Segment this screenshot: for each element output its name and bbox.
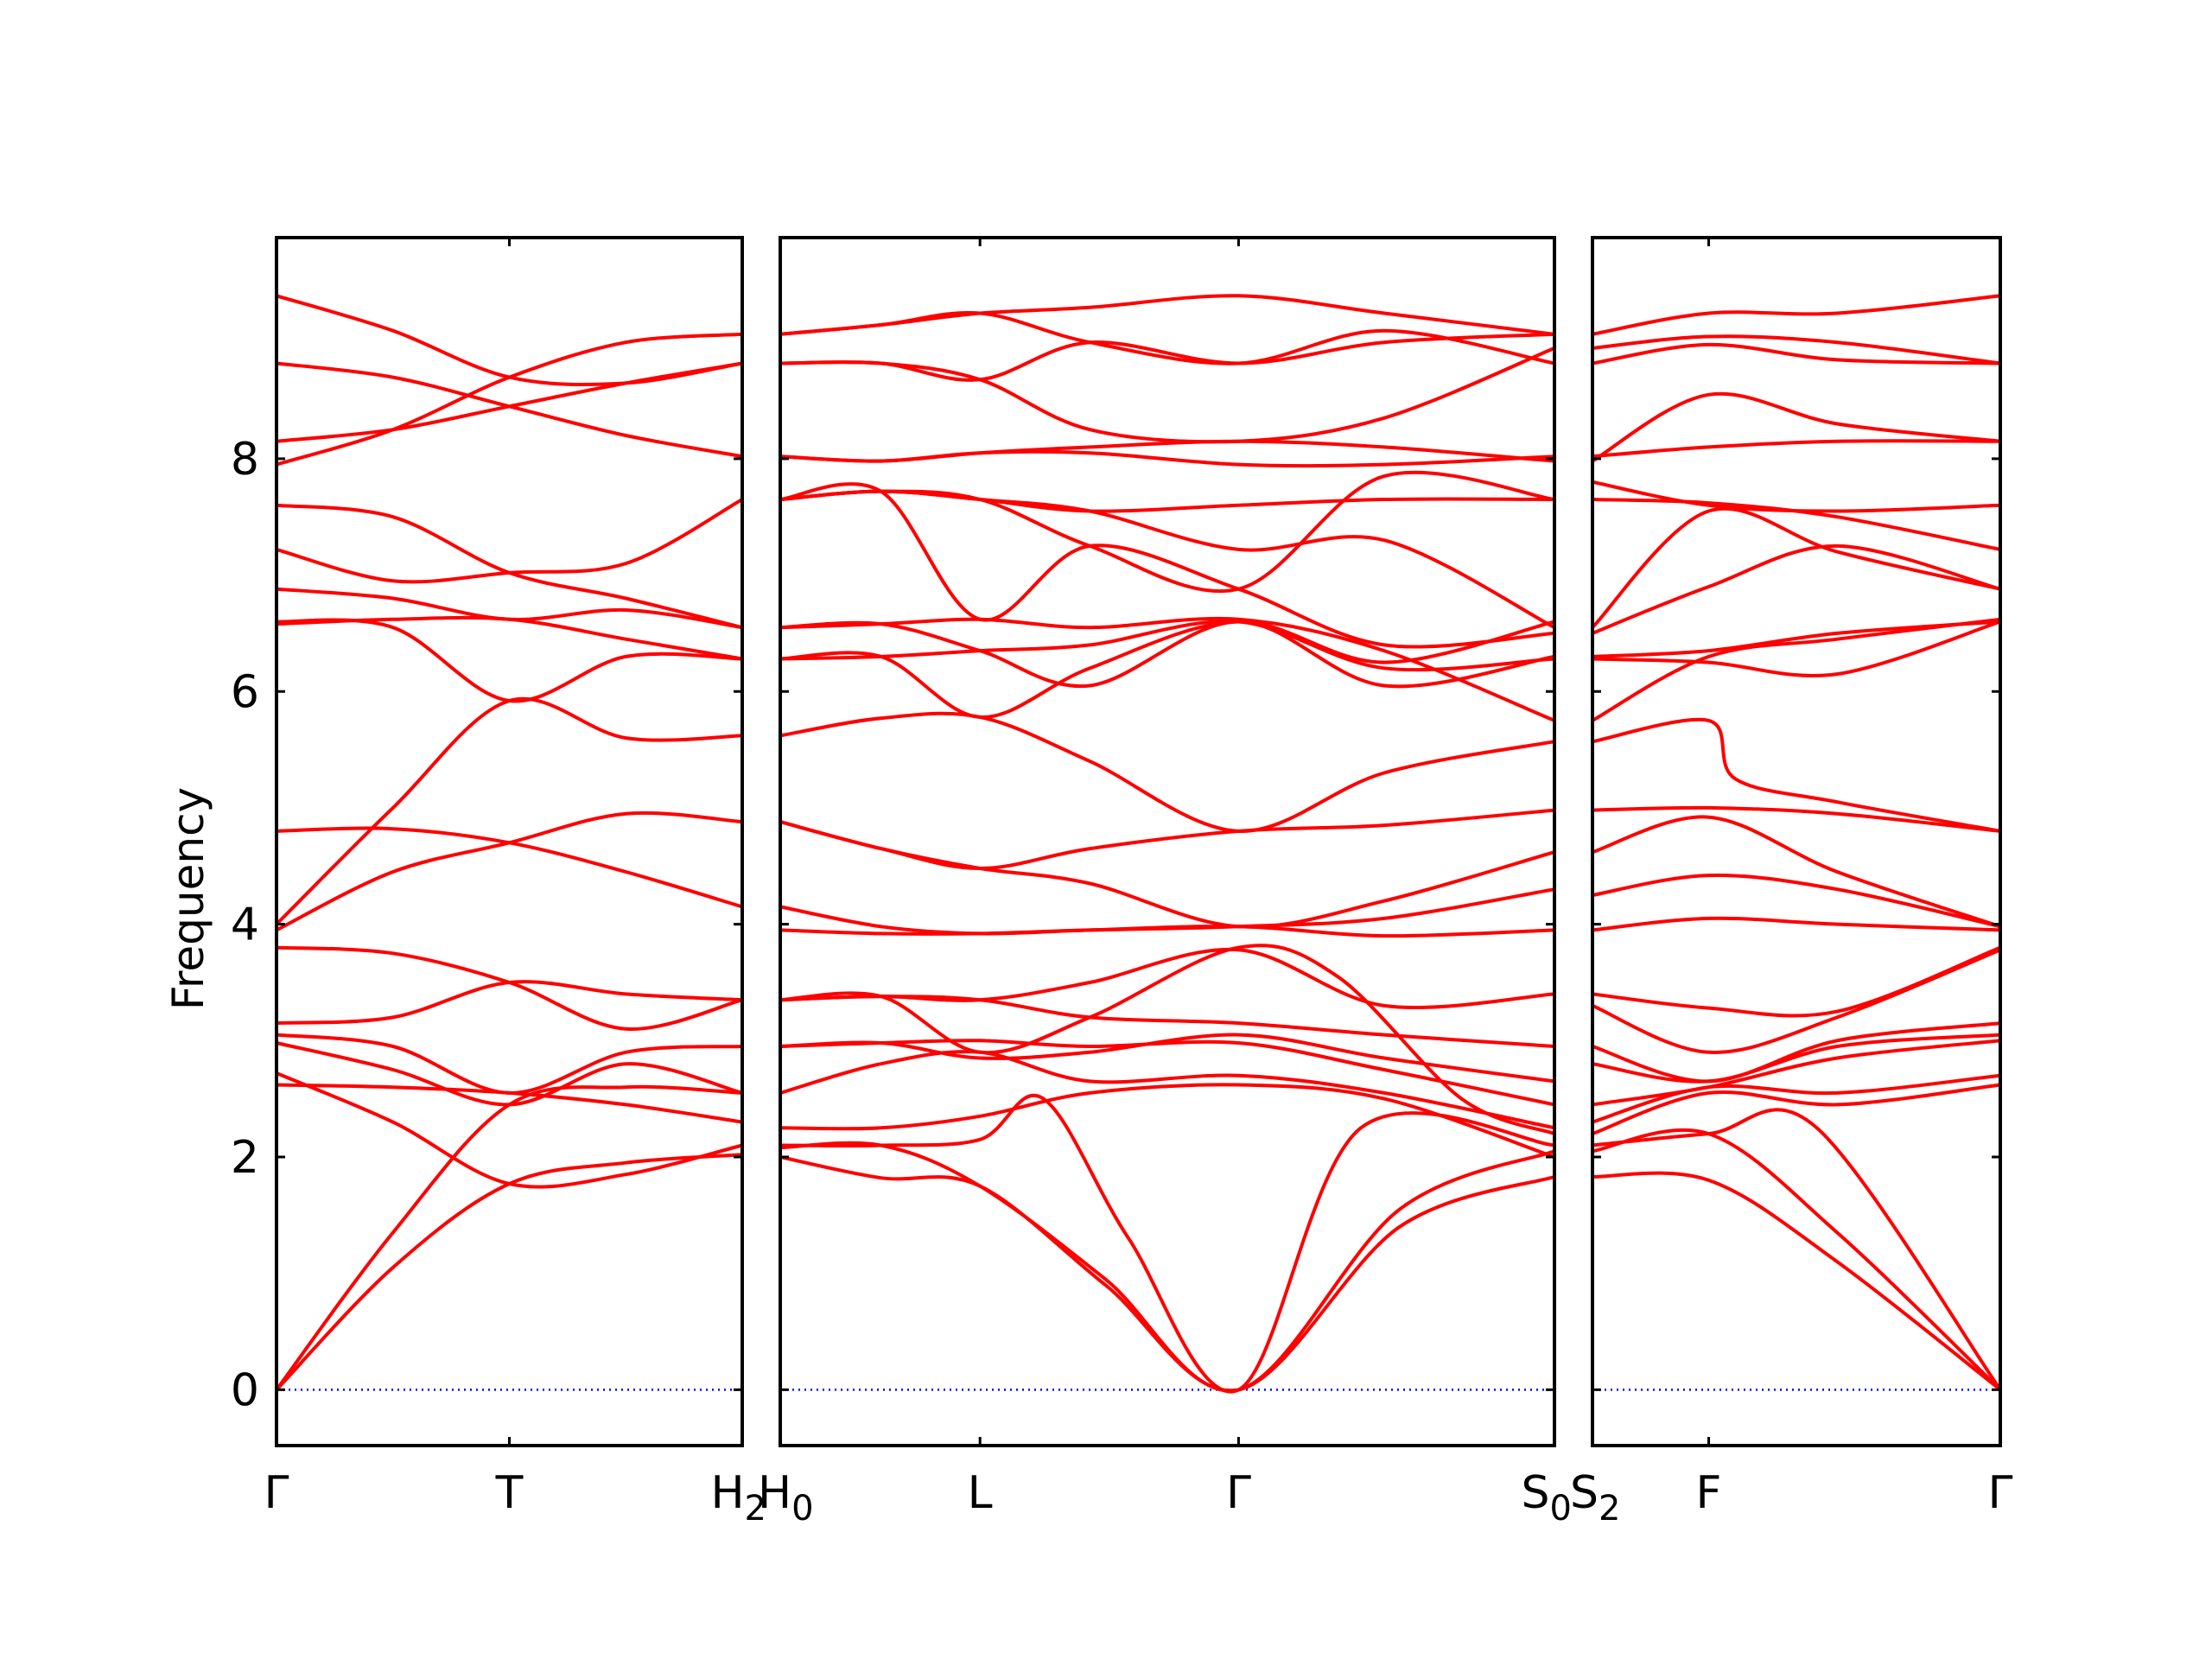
band-line-14 xyxy=(276,615,743,661)
band-line-2 xyxy=(275,1084,743,1391)
band-line-7 xyxy=(779,1033,1555,1084)
band-line-23 xyxy=(779,489,1555,513)
band-line-11 xyxy=(1592,916,2001,932)
band-line-25 xyxy=(779,439,1555,463)
y-axis-label: Frequency xyxy=(163,787,213,1010)
band-line-27 xyxy=(1592,294,2001,336)
panel-3: S2 F Γ xyxy=(1570,236,2013,1529)
band-line-20 xyxy=(276,294,743,387)
y-tick-label: 4 xyxy=(231,899,259,951)
band-line-5 xyxy=(276,1041,743,1107)
band-line-17 xyxy=(779,619,1555,672)
band-line-4 xyxy=(1592,1083,2001,1135)
band-line-6 xyxy=(1592,1039,2001,1107)
band-line-9 xyxy=(779,944,1555,1135)
panel-frame xyxy=(779,236,1556,1447)
x-tick-label: Γ xyxy=(1988,1467,2013,1519)
band-line-18 xyxy=(1592,620,2001,658)
band-line-27 xyxy=(779,332,1555,382)
band-line-20 xyxy=(1591,506,2001,629)
band-line-7 xyxy=(276,980,743,1026)
x-tick-label: H2 xyxy=(710,1467,766,1529)
band-line-10 xyxy=(276,826,743,909)
x-tick-label: S2 xyxy=(1570,1467,1620,1529)
band-line-18 xyxy=(779,620,1555,689)
band-lines xyxy=(275,294,743,1391)
band-line-16 xyxy=(1592,617,2001,722)
band-line-16 xyxy=(779,620,1555,719)
band-line-7 xyxy=(1592,1033,2001,1084)
band-line-1 xyxy=(1592,1171,2002,1391)
band-line-19 xyxy=(779,616,1555,722)
band-line-22 xyxy=(779,489,1555,629)
y-tick-label: 2 xyxy=(231,1132,259,1184)
band-line-22 xyxy=(1592,480,2001,513)
band-line-5 xyxy=(1592,1073,2001,1124)
band-line-12 xyxy=(276,618,743,703)
x-tick-label-subscript: 2 xyxy=(745,1489,766,1529)
band-line-23 xyxy=(1592,439,2001,459)
band-line-1 xyxy=(275,1153,743,1391)
panel-1: Γ T H2 0 2 4 6 8 xyxy=(231,236,766,1529)
x-tick-label-subscript: 0 xyxy=(1550,1489,1572,1529)
x-tick-label: S0 xyxy=(1522,1467,1572,1529)
band-line-5 xyxy=(779,1050,1555,1130)
band-line-13 xyxy=(1592,815,2001,929)
y-tick-label: 0 xyxy=(231,1364,259,1416)
x-tick-label-subscript: 0 xyxy=(791,1489,813,1529)
band-line-19 xyxy=(276,361,743,459)
band-lines xyxy=(779,294,1555,1394)
band-line-29 xyxy=(779,294,1555,336)
band-line-16 xyxy=(276,503,743,630)
band-line-18 xyxy=(276,361,743,443)
x-tick-label: T xyxy=(495,1467,524,1519)
band-line-4 xyxy=(779,1083,1555,1159)
x-tick-label: L xyxy=(968,1467,993,1519)
y-tick-label: 6 xyxy=(231,666,259,718)
band-line-15 xyxy=(779,711,1555,833)
band-line-10 xyxy=(779,947,1555,1009)
x-tick-label: Γ xyxy=(264,1467,289,1519)
panel-frame xyxy=(1591,236,2002,1447)
band-line-26 xyxy=(779,346,1555,444)
band-line-4 xyxy=(276,1071,743,1189)
band-line-15 xyxy=(276,498,743,584)
band-line-1 xyxy=(779,1155,1555,1393)
band-line-14 xyxy=(1592,805,2001,833)
band-line-26 xyxy=(1592,334,2001,365)
panel-2: H0 L Γ S0 xyxy=(758,236,1572,1529)
band-line-2 xyxy=(1592,1128,2002,1391)
y-tick-label: 8 xyxy=(231,434,259,486)
x-tick-label: Γ xyxy=(1226,1467,1251,1519)
band-line-12 xyxy=(779,887,1555,936)
x-tick-label-subscript: 2 xyxy=(1599,1489,1620,1529)
band-line-24 xyxy=(1592,391,2001,463)
band-line-11 xyxy=(275,696,743,926)
band-line-9 xyxy=(276,810,743,932)
band-line-14 xyxy=(779,808,1555,870)
band-line-3 xyxy=(1592,1108,2002,1391)
band-line-25 xyxy=(1592,342,2001,365)
band-line-8 xyxy=(276,945,743,1031)
x-tick-label: F xyxy=(1696,1467,1722,1519)
band-line-17 xyxy=(1592,620,2001,677)
band-lines xyxy=(1591,294,2002,1391)
band-line-2 xyxy=(779,1141,1555,1393)
band-line-12 xyxy=(1592,873,2001,929)
band-line-6 xyxy=(779,1039,1555,1107)
band-line-6 xyxy=(276,1033,743,1095)
band-line-3 xyxy=(779,1093,1555,1394)
band-line-8 xyxy=(1592,1021,2001,1084)
band-line-10 xyxy=(1592,945,2001,1018)
band-line-15 xyxy=(1592,717,2001,833)
band-line-19 xyxy=(1592,543,2001,635)
